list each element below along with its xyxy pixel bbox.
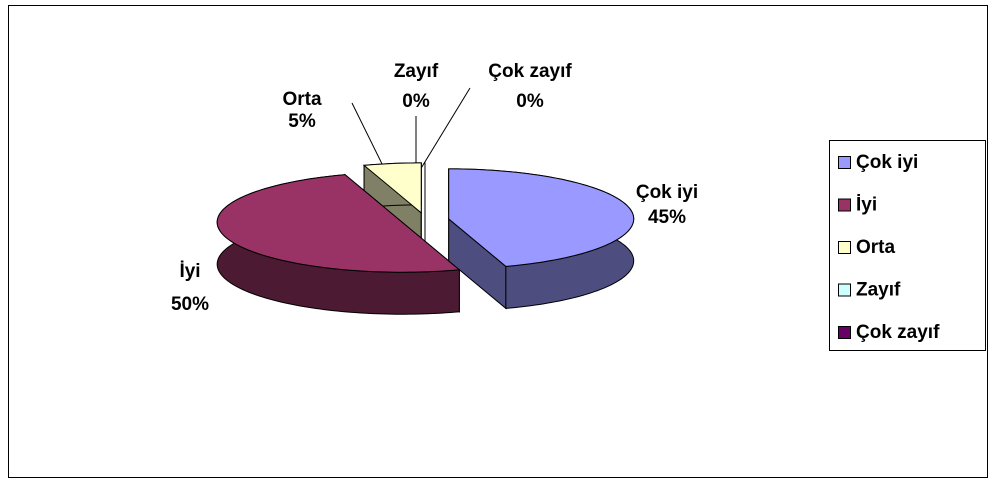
legend-label: Zayıf — [856, 280, 901, 301]
legend-label: Çok zayıf — [856, 322, 940, 343]
data-label-name: Çok zayıf — [488, 61, 572, 82]
slice — [448, 168, 635, 267]
legend-swatch — [838, 283, 851, 297]
data-label-name: İyi — [179, 261, 200, 282]
data-label: 0% — [402, 91, 430, 112]
legend-label: İyi — [856, 195, 877, 216]
data-label-name: Zayıf — [394, 61, 439, 82]
data-label: 0% — [516, 91, 544, 112]
legend-label: Çok iyi — [856, 152, 918, 173]
leader-line — [419, 87, 471, 171]
legend-swatch — [838, 198, 851, 212]
data-label-name: Orta — [282, 89, 322, 110]
slice — [216, 174, 461, 273]
legend-box — [829, 140, 986, 351]
legend-swatch — [838, 326, 851, 339]
data-label: 50% — [171, 294, 209, 315]
legend-swatch — [838, 241, 851, 254]
legend-swatch — [838, 156, 851, 169]
data-label: 45% — [648, 207, 686, 228]
leader-line — [351, 102, 387, 173]
data-label-name: Çok iyi — [636, 182, 698, 203]
data-label: 5% — [288, 111, 316, 132]
slice — [362, 162, 422, 214]
legend-label: Orta — [856, 237, 896, 258]
